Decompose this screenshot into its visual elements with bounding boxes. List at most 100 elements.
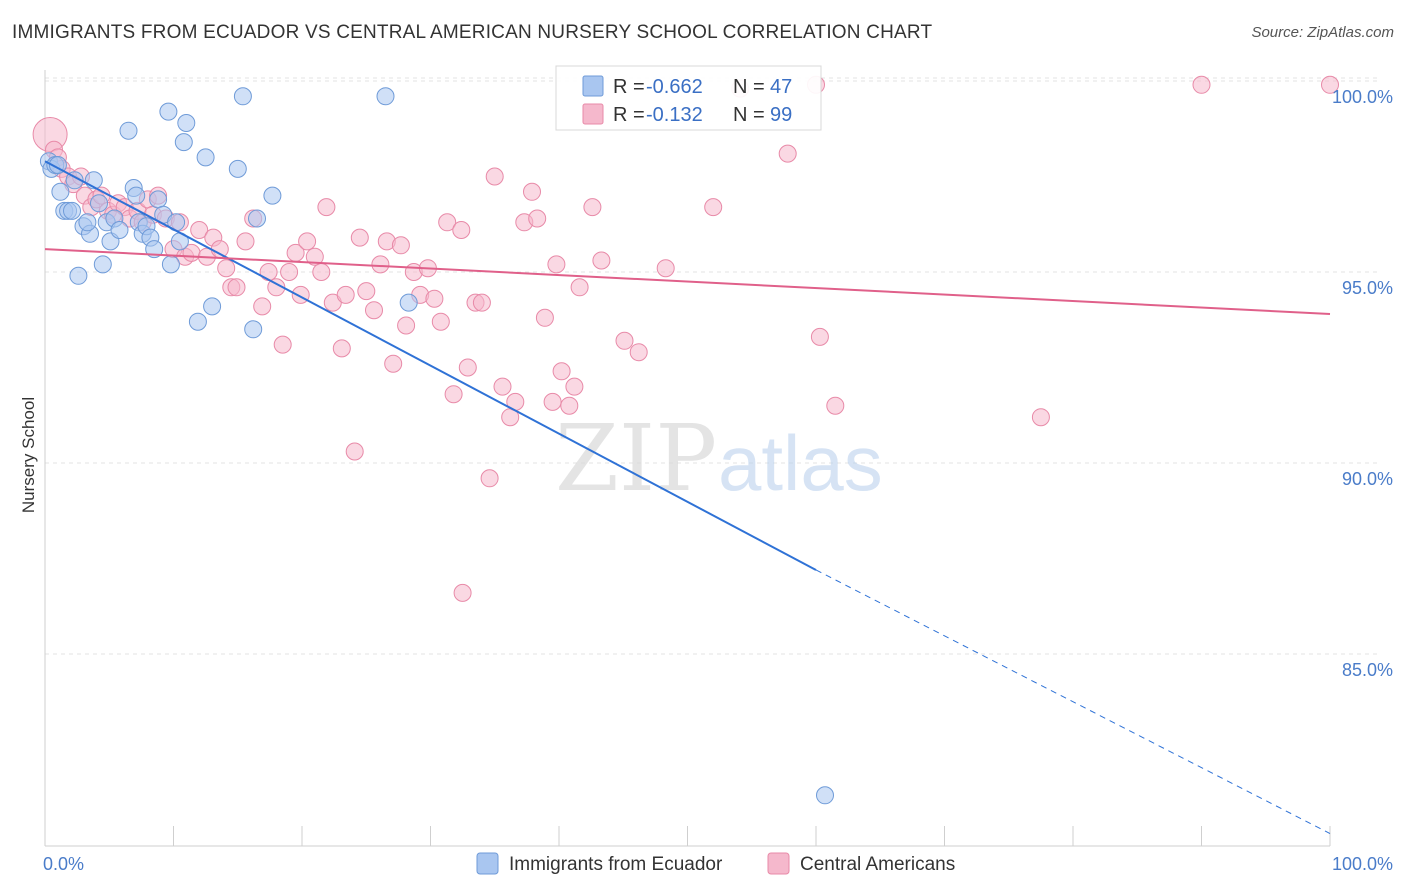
trend-lines	[44, 160, 1331, 834]
data-point	[704, 198, 723, 217]
data-point	[552, 362, 571, 381]
data-point	[273, 335, 292, 354]
watermark-zip: ZIP	[555, 405, 717, 512]
data-point	[248, 209, 266, 228]
data-point	[196, 148, 215, 167]
chart-title: IMMIGRANTS FROM ECUADOR VS CENTRAL AMERI…	[12, 22, 933, 43]
data-point	[90, 194, 108, 213]
data-point	[312, 263, 331, 281]
data-point	[350, 228, 369, 247]
data-point	[399, 293, 418, 312]
data-point	[259, 263, 278, 281]
trend-line-ecuador-extension	[815, 569, 1331, 834]
data-point	[376, 87, 395, 106]
data-point	[110, 221, 129, 239]
y-tick-label: 90.0%	[1342, 469, 1393, 489]
legend-n-label: N =	[733, 76, 765, 98]
data-point	[236, 232, 255, 251]
data-point	[317, 198, 336, 217]
watermark-atlas: atlas	[718, 419, 883, 507]
legend-swatch	[476, 852, 499, 875]
data-point	[425, 289, 444, 308]
data-point	[253, 297, 272, 316]
y-tick-label: 100.0%	[1332, 87, 1393, 107]
data-point	[345, 442, 364, 461]
data-point	[472, 293, 491, 312]
trend-line-central-americans	[44, 248, 1331, 316]
data-point	[816, 786, 834, 805]
data-point	[629, 343, 648, 362]
data-point	[161, 255, 180, 274]
y-tick-label: 95.0%	[1342, 278, 1393, 298]
data-point	[298, 232, 317, 251]
data-point	[431, 312, 450, 331]
data-point	[547, 255, 566, 274]
data-point	[174, 133, 193, 152]
data-point	[397, 316, 416, 335]
data-point	[458, 358, 477, 377]
data-point	[1321, 75, 1339, 94]
data-point	[535, 308, 554, 327]
x-tick-label: 0.0%	[43, 854, 84, 874]
data-point	[357, 282, 376, 301]
data-point	[560, 396, 579, 415]
data-point	[149, 190, 168, 209]
data-point	[227, 278, 246, 297]
series-legend: Immigrants from Ecuador Central Americans	[476, 852, 955, 875]
data-point	[485, 167, 504, 186]
data-point	[452, 221, 471, 239]
data-point	[778, 144, 797, 163]
legend-n-label: N =	[733, 104, 765, 126]
data-point	[177, 114, 196, 132]
data-point	[63, 201, 81, 220]
data-point	[810, 327, 829, 346]
data-point	[263, 186, 282, 205]
data-point	[438, 213, 457, 232]
data-point	[145, 240, 164, 259]
data-point	[159, 102, 178, 121]
trend-line-ecuador	[44, 160, 817, 571]
data-point	[203, 297, 222, 316]
data-point	[480, 469, 499, 488]
data-point	[365, 301, 383, 320]
y-tick-labels: 100.0% 95.0% 90.0% 85.0%	[1332, 87, 1393, 680]
data-point	[69, 266, 88, 285]
data-point	[93, 255, 112, 274]
legend-r-value: -0.662	[646, 76, 703, 98]
data-point	[826, 396, 845, 415]
legend-swatch	[582, 103, 604, 125]
data-point	[1192, 75, 1211, 94]
data-point	[210, 240, 229, 259]
data-point	[1031, 408, 1050, 427]
legend-r-label: R =	[613, 76, 645, 98]
data-point	[217, 259, 236, 278]
legend-r-label: R =	[613, 104, 645, 126]
y-tick-label: 85.0%	[1342, 660, 1393, 680]
legend-swatch	[582, 75, 604, 97]
data-point	[592, 251, 611, 270]
data-point	[493, 377, 512, 396]
data-point	[119, 121, 138, 140]
legend-n-value: 47	[770, 76, 792, 98]
data-point	[228, 159, 247, 178]
data-point	[528, 209, 547, 228]
legend-swatch	[767, 852, 790, 875]
y-axis-label: Nursery School	[19, 397, 38, 513]
data-point	[523, 182, 541, 201]
data-point	[188, 312, 207, 331]
data-point	[615, 331, 634, 350]
data-point	[51, 182, 70, 201]
legend-n-value: 99	[770, 104, 792, 126]
data-point	[336, 285, 355, 304]
data-point	[570, 278, 589, 297]
series-immigrants-from-ecuador	[39, 87, 834, 805]
data-point	[391, 236, 410, 255]
data-point	[78, 213, 97, 232]
data-point	[444, 385, 463, 404]
data-point	[656, 259, 675, 278]
axes	[44, 70, 1331, 847]
data-point	[453, 583, 472, 602]
data-point	[190, 221, 209, 239]
data-point	[565, 377, 584, 396]
